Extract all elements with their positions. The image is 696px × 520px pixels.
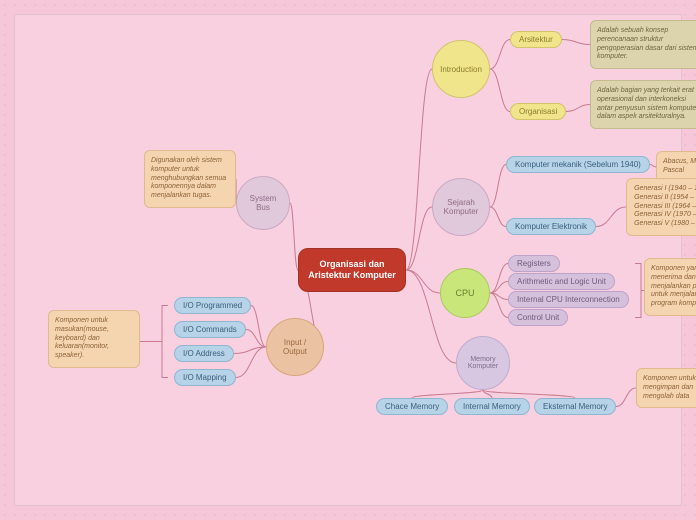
node-cpu[interactable]: CPU xyxy=(440,268,490,318)
node-io[interactable]: Input /Output xyxy=(266,318,324,376)
node-memory[interactable]: MemoryKomputer xyxy=(456,336,510,390)
mindmap-canvas: Organisasi danAristektur Komputer Introd… xyxy=(0,0,696,520)
label: I/O Programmed xyxy=(183,301,242,310)
label: Introduction xyxy=(440,65,482,74)
pill-alu[interactable]: Arithmetic and Logic Unit xyxy=(508,273,615,290)
note-memory: Komponen untuk mengimpan dan mengolah da… xyxy=(636,368,696,408)
label: Input /Output xyxy=(283,338,307,356)
pill-komputer-elektronik[interactable]: Komputer Elektronik xyxy=(506,218,596,235)
text: Komponen yang menerima dan menjalankan p… xyxy=(651,265,696,309)
label: MemoryKomputer xyxy=(468,356,498,370)
label: Arithmetic and Logic Unit xyxy=(517,277,606,286)
label: Chace Memory xyxy=(385,402,439,411)
label: Komputer Elektronik xyxy=(515,222,587,231)
text: Adalah bagian yang terkait erat operasio… xyxy=(597,87,696,122)
label: I/O Mapping xyxy=(183,373,227,382)
text: Adalah sebuah konsep perencanaan struktu… xyxy=(597,27,696,62)
root-node[interactable]: Organisasi danAristektur Komputer xyxy=(298,248,406,292)
note-generasi: Generasi I (1940 – 1953)Generasi II (195… xyxy=(626,178,696,236)
text: Komponen untuk mengimpan dan mengolah da… xyxy=(643,375,696,401)
label: Organisasi xyxy=(519,107,557,116)
label: Control Unit xyxy=(517,313,559,322)
pill-registers[interactable]: Registers xyxy=(508,255,560,272)
pill-io-address[interactable]: I/O Address xyxy=(174,345,234,362)
label: Arsitektur xyxy=(519,35,553,44)
pill-io-mapping[interactable]: I/O Mapping xyxy=(174,369,236,386)
text: Komponen untuk masukan(mouse, keyboard) … xyxy=(55,317,133,361)
label: CPU xyxy=(455,288,474,298)
note-bus: Digunakan oleh sistem komputer untuk men… xyxy=(144,150,236,208)
pill-internal-mem[interactable]: Internal Memory xyxy=(454,398,530,415)
label: Registers xyxy=(517,259,551,268)
pill-chace[interactable]: Chace Memory xyxy=(376,398,448,415)
pill-internal-cpu[interactable]: Internal CPU Interconnection xyxy=(508,291,629,308)
note-io: Komponen untuk masukan(mouse, keyboard) … xyxy=(48,310,140,368)
text: Digunakan oleh sistem komputer untuk men… xyxy=(151,157,229,201)
pill-komputer-mekanik[interactable]: Komputer mekanik (Sebelum 1940) xyxy=(506,156,650,173)
pill-io-programmed[interactable]: I/O Programmed xyxy=(174,297,251,314)
node-system-bus[interactable]: SystemBus xyxy=(236,176,290,230)
pill-eksternal-mem[interactable]: Eksternal Memory xyxy=(534,398,616,415)
label: Eksternal Memory xyxy=(543,402,607,411)
label: SejarahKomputer xyxy=(444,198,479,216)
node-introduction[interactable]: Introduction xyxy=(432,40,490,98)
pill-control-unit[interactable]: Control Unit xyxy=(508,309,568,326)
text: Abacus, Mesin Pascal xyxy=(663,158,696,176)
note-arsitektur: Adalah sebuah konsep perencanaan struktu… xyxy=(590,20,696,69)
note-cpu: Komponen yang menerima dan menjalankan p… xyxy=(644,258,696,316)
node-sejarah[interactable]: SejarahKomputer xyxy=(432,178,490,236)
label: SystemBus xyxy=(250,194,277,212)
label: I/O Commands xyxy=(183,325,237,334)
label: Internal Memory xyxy=(463,402,521,411)
note-organisasi: Adalah bagian yang terkait erat operasio… xyxy=(590,80,696,129)
pill-arsitektur[interactable]: Arsitektur xyxy=(510,31,562,48)
label: Komputer mekanik (Sebelum 1940) xyxy=(515,160,641,169)
label: Internal CPU Interconnection xyxy=(517,295,620,304)
label: I/O Address xyxy=(183,349,225,358)
root-label: Organisasi danAristektur Komputer xyxy=(308,259,396,281)
text: Generasi I (1940 – 1953)Generasi II (195… xyxy=(634,185,696,229)
pill-io-commands[interactable]: I/O Commands xyxy=(174,321,246,338)
pill-organisasi[interactable]: Organisasi xyxy=(510,103,566,120)
